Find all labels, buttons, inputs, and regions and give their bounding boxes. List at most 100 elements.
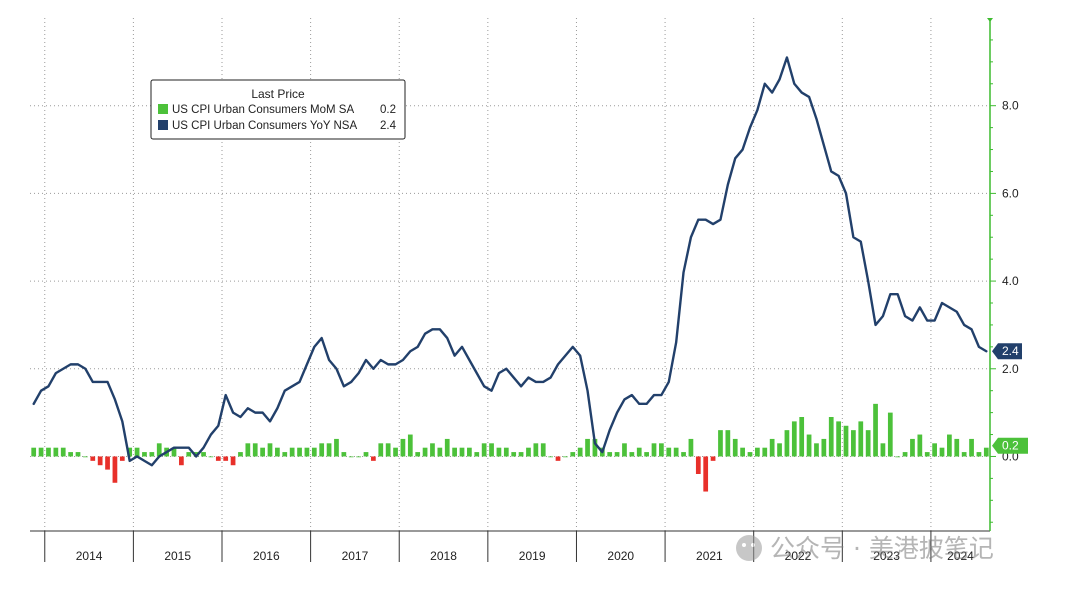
- mom-bar: [68, 452, 73, 457]
- mom-bar: [548, 456, 553, 458]
- legend-box: [150, 79, 406, 140]
- mom-bar: [252, 443, 258, 457]
- mom-bar: [851, 430, 856, 457]
- legend-swatch-yoy: [158, 120, 168, 130]
- mom-bar: [607, 452, 613, 457]
- mom-bar: [828, 417, 834, 457]
- mom-bars: [31, 403, 989, 492]
- mom-bar: [533, 443, 539, 457]
- mom-bar: [895, 456, 901, 458]
- mom-bar: [843, 425, 849, 457]
- mom-bar: [385, 443, 391, 457]
- mom-bar: [688, 438, 694, 457]
- mom-bar: [725, 430, 731, 457]
- mom-bar: [407, 434, 413, 457]
- mom-bar: [777, 443, 782, 457]
- mom-bar: [363, 452, 369, 457]
- y-tick-label: 4.0: [1002, 274, 1019, 288]
- mom-bar: [341, 452, 347, 457]
- mom-bar: [747, 452, 753, 457]
- x-tick-label: 2014: [76, 549, 103, 563]
- mom-bar: [289, 447, 295, 457]
- mom-bar: [740, 447, 745, 457]
- mom-bar: [681, 452, 686, 457]
- mom-bar: [437, 447, 443, 457]
- x-tick-label: 2022: [785, 549, 812, 563]
- mom-bar: [230, 456, 236, 466]
- axes: 2014 2015 2016 2017 2018 2019 2020 2021 2022 2023…: [30, 18, 1019, 563]
- wechat-icon-eye-right: [751, 543, 755, 547]
- legend-swatch-mom: [158, 104, 168, 114]
- mom-bar: [858, 421, 864, 457]
- x-tick-label: 2016: [253, 549, 280, 563]
- mom-bar: [873, 403, 878, 457]
- legend-value-yoy: 2.4: [380, 120, 397, 132]
- mom-bar: [695, 456, 701, 474]
- mom-bar: [954, 438, 960, 457]
- mom-bar: [636, 447, 642, 457]
- mom-bar: [444, 438, 450, 457]
- mom-bar: [939, 447, 945, 457]
- mom-bar: [356, 456, 361, 458]
- mom-bar: [784, 430, 790, 457]
- x-tick-label: 2024: [947, 549, 974, 563]
- mom-bar: [577, 447, 583, 457]
- mom-bar: [666, 447, 672, 457]
- mom-bar: [238, 452, 243, 457]
- y-tick-label: 8.0: [1002, 99, 1019, 113]
- mom-bar: [489, 443, 494, 457]
- mom-bar: [149, 452, 155, 457]
- mom-bar: [910, 438, 915, 457]
- watermark: 公众号 · 美港披笔记: [736, 534, 994, 563]
- mom-bar: [119, 456, 125, 461]
- mom-bar: [659, 443, 664, 457]
- mom-bar: [703, 456, 709, 492]
- mom-bar: [208, 456, 214, 458]
- y-axis-cap: [987, 18, 993, 22]
- mom-bar: [319, 443, 325, 457]
- mom-bar: [90, 456, 96, 461]
- mom-bar: [267, 443, 273, 457]
- mom-bar: [75, 452, 81, 457]
- y-tick-label: 6.0: [1002, 186, 1019, 200]
- mom-bar: [348, 456, 354, 458]
- mom-bar: [38, 447, 44, 457]
- mom-bar: [762, 447, 768, 457]
- x-tick-label: 2015: [164, 549, 191, 563]
- mom-bar: [983, 447, 989, 457]
- mom-bar: [31, 447, 37, 457]
- last-value-tag-yoy: 2.4: [992, 343, 1022, 360]
- mom-bar: [304, 447, 310, 457]
- mom-bar: [902, 452, 908, 457]
- mom-bar: [215, 456, 221, 461]
- mom-bar: [422, 447, 428, 457]
- mom-bar: [540, 443, 546, 457]
- yoy-line: [32, 56, 988, 467]
- mom-bar: [112, 456, 118, 483]
- mom-bar: [791, 421, 797, 457]
- mom-bar: [46, 447, 51, 457]
- mom-bar: [53, 447, 59, 457]
- wechat-icon-eye-left: [742, 543, 746, 547]
- mom-bar: [245, 443, 251, 457]
- x-tick-label: 2023: [873, 549, 900, 563]
- gridlines: [30, 18, 990, 531]
- watermark-text: 公众号 · 美港披笔记: [770, 534, 994, 563]
- mom-bar: [622, 443, 627, 457]
- mom-bar: [97, 456, 103, 466]
- mom-bar: [821, 438, 827, 457]
- mom-bar: [496, 447, 502, 457]
- mom-bar: [326, 443, 332, 457]
- mom-bar: [171, 447, 177, 457]
- mom-bar: [223, 456, 229, 461]
- mom-bar: [932, 443, 937, 457]
- mom-bar: [947, 434, 952, 457]
- legend-value-mom: 0.2: [380, 104, 396, 116]
- mom-bar: [193, 452, 199, 457]
- y-tick-label: 2.0: [1002, 362, 1019, 376]
- mom-bar: [976, 452, 982, 457]
- mom-bar: [467, 447, 472, 457]
- mom-bar: [503, 447, 509, 457]
- wechat-icon: [736, 535, 762, 561]
- mom-bar: [415, 452, 421, 457]
